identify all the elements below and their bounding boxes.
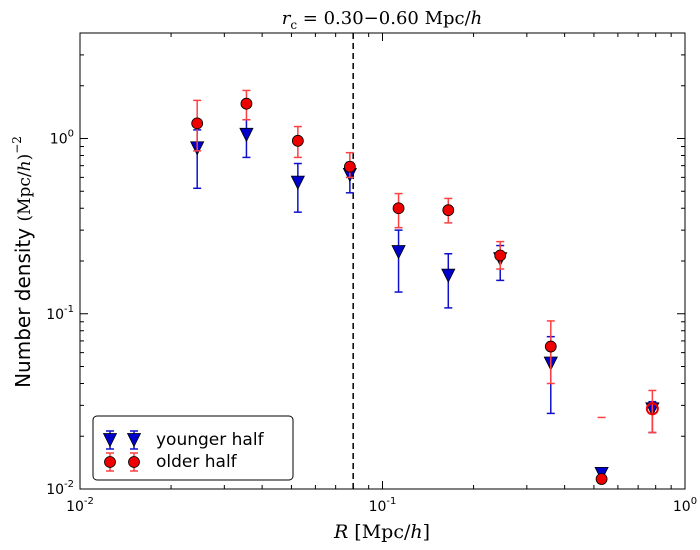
ylabel-close: ) xyxy=(15,154,35,161)
legend-marker-triangle xyxy=(126,433,142,448)
data-point-circle xyxy=(392,202,405,215)
data-point-circle xyxy=(544,340,557,353)
x-tick-label: 100 xyxy=(673,496,697,515)
data-point-circle-hollow xyxy=(645,402,659,416)
data-point-circle xyxy=(291,134,304,147)
x-tick-exponent: -1 xyxy=(386,496,396,507)
y-axis-label: Number density (Mpc/h)−2 xyxy=(10,136,35,388)
legend-marker-triangle xyxy=(102,433,118,448)
y-tick-exponent: 0 xyxy=(68,129,74,140)
data-point-triangle xyxy=(441,268,456,284)
title-h: h xyxy=(471,8,483,29)
legend-label-older: older half xyxy=(156,452,238,472)
ylabel-text: Number density xyxy=(11,222,35,388)
data-point-circle xyxy=(191,117,204,130)
x-tick-exponent: -2 xyxy=(84,496,94,507)
legend-box xyxy=(92,415,294,481)
ylabel-exponent: −2 xyxy=(10,136,24,154)
x-tick-exponent: 0 xyxy=(691,496,697,507)
legend-marker-circle xyxy=(104,456,116,468)
y-tick-base: 10 xyxy=(46,307,64,323)
y-tick-exponent: -2 xyxy=(64,479,74,490)
data-point-triangle xyxy=(290,175,305,191)
title-subscript: c xyxy=(290,18,297,32)
data-point-triangle xyxy=(239,127,254,143)
ylabel-units: (Mpc/ xyxy=(15,171,35,221)
legend-label-younger: younger half xyxy=(156,430,265,450)
ylabel-h: h xyxy=(15,160,35,171)
data-point-triangle xyxy=(391,245,406,260)
data-point-circle xyxy=(595,473,608,485)
data-point-circle xyxy=(494,249,507,262)
y-tick-exponent: -1 xyxy=(64,304,74,315)
xlabel-rest: [Mpc/ xyxy=(348,521,411,543)
x-axis-label: R [Mpc/h] xyxy=(333,521,430,543)
data-point-circle xyxy=(343,160,356,173)
x-tick-base: 10 xyxy=(673,499,691,515)
y-tick-base: 10 xyxy=(50,132,68,148)
data-point-circle xyxy=(442,204,455,217)
y-tick-label: 10-1 xyxy=(46,304,74,323)
xlabel-close: ] xyxy=(423,521,430,543)
y-tick-label: 10-2 xyxy=(46,479,74,498)
xlabel-h: h xyxy=(410,521,422,543)
plot-area xyxy=(80,33,685,489)
legend-marker-circle xyxy=(128,456,140,468)
x-tick-label: 10-1 xyxy=(369,496,397,515)
chart-title: rc = 0.30−0.60 Mpc/h xyxy=(282,8,483,32)
data-point-circle xyxy=(240,97,253,110)
legend-markers xyxy=(102,430,142,472)
x-tick-label: 10-2 xyxy=(66,496,94,515)
legend: younger half older half xyxy=(92,415,294,481)
data-series xyxy=(190,89,660,485)
x-tick-base: 10 xyxy=(369,499,387,515)
x-tick-base: 10 xyxy=(66,499,84,515)
title-var: r xyxy=(282,8,292,29)
title-rest: = 0.30−0.60 Mpc/ xyxy=(297,8,472,29)
xlabel-var: R xyxy=(333,521,348,543)
plot-frame xyxy=(79,32,686,490)
y-tick-base: 10 xyxy=(46,482,64,498)
series-older-half xyxy=(191,89,659,485)
y-tick-label: 100 xyxy=(50,129,74,148)
